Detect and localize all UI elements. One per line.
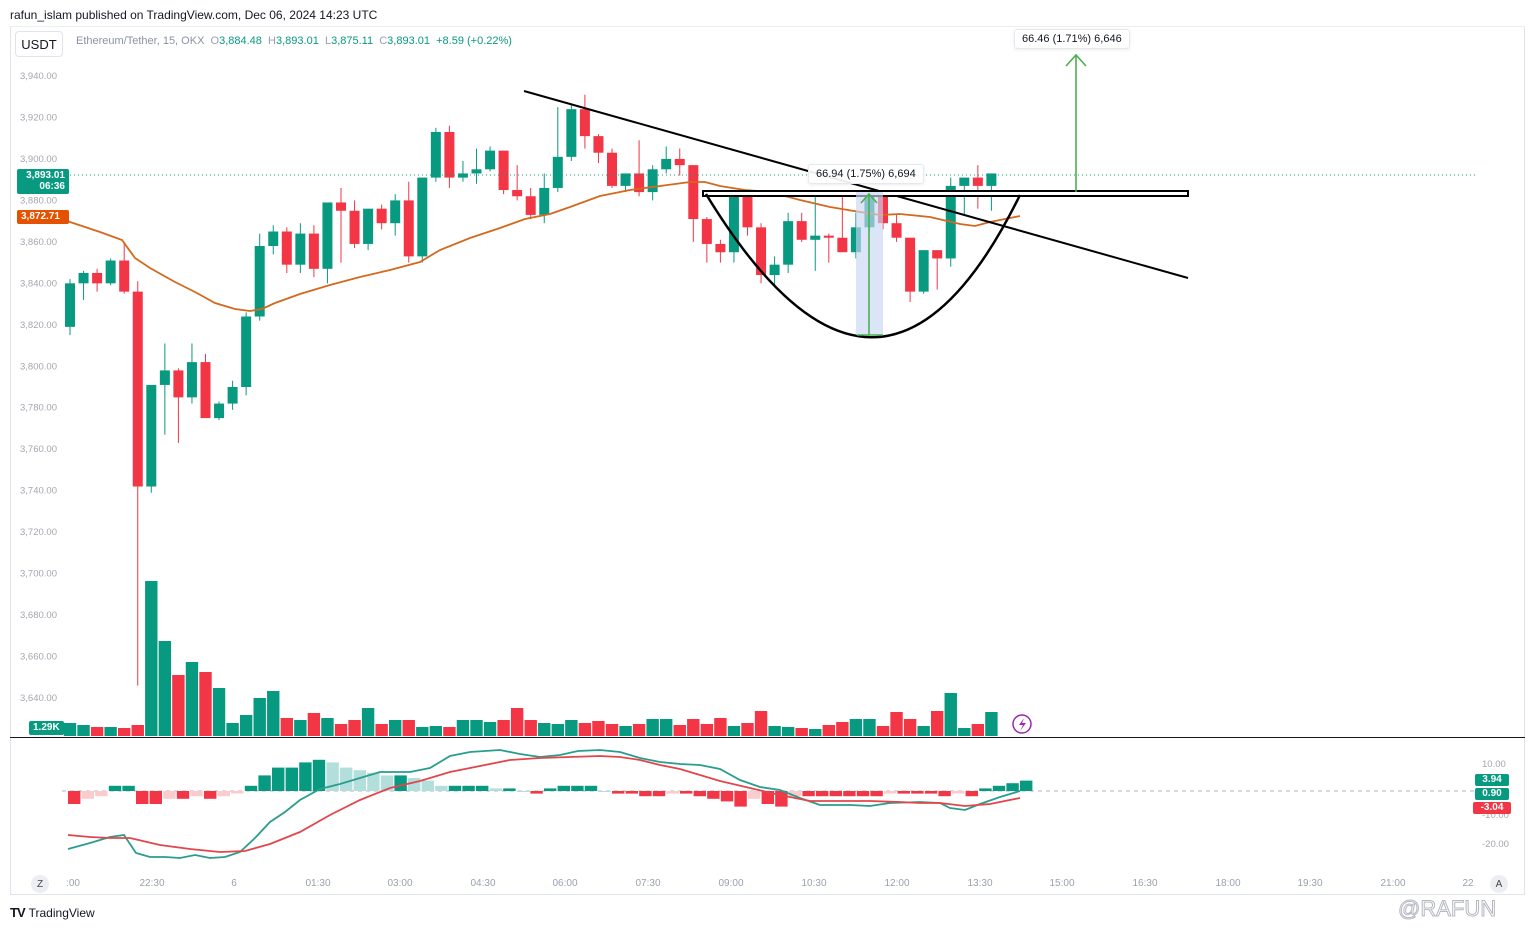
price-axis-label: 3,780.00 [20,403,57,414]
time-axis-label: 6 [231,878,237,889]
time-axis-label: 16:30 [1132,878,1158,889]
low-label: L [324,35,332,47]
high-value: 3,893.01 [276,35,319,47]
brand-name: TradingView [28,905,95,920]
auto-scale-button[interactable]: A [1490,875,1508,893]
alert-lightning-icon[interactable] [1012,714,1032,734]
time-axis-label: :00 [66,878,80,889]
close-label: C [379,35,388,47]
target-measure-label[interactable]: 66.46 (1.71%) 6,646 [1014,29,1130,49]
macd-value-pill: 3.94 [1475,774,1509,786]
macd-axis-label: -20.00 [1482,839,1509,850]
tradingview-logo-icon: TV [10,905,26,920]
price-axis-label: 3,900.00 [20,154,57,165]
descending-trendline[interactable] [523,90,1189,279]
time-axis-label: 10:30 [801,878,827,889]
price-axis-label: 3,740.00 [20,486,57,497]
publish-info: rafun_islam published on TradingView.com… [10,8,378,22]
signal-line [67,755,1021,853]
price-axis-label: 3,860.00 [20,237,57,248]
open-value: 3,884.48 [219,35,262,47]
price-axis-label: 3,760.00 [20,444,57,455]
time-axis-label: 04:30 [470,878,496,889]
high-label: H [268,35,276,47]
time-axis-label: 07:30 [635,878,661,889]
watermark: @RAFUN [1397,896,1497,922]
tradingview-brand[interactable]: TV TradingView [10,905,95,920]
bar-countdown: 06:36 [39,181,65,192]
chart-frame [10,26,1525,895]
signal-value-pill: -3.04 [1473,802,1511,814]
time-axis-label: 03:00 [387,878,413,889]
open-label: O [210,35,220,47]
time-axis-label: 01:30 [305,878,331,889]
macd-line [67,749,1021,859]
time-axis-label: 22 [1462,878,1474,889]
macd-axis-label: -10.00 [1482,810,1509,821]
volume-value-pill: 1.29K [29,721,64,735]
time-axis-label: 09:00 [718,878,744,889]
price-axis-label: 3,660.00 [20,652,57,663]
price-axis-label: 3,700.00 [20,569,57,580]
ma-value-pill: 3,872.71 [17,210,69,224]
time-axis-label: 19:30 [1297,878,1323,889]
time-axis-label: 12:00 [884,878,910,889]
price-axis-label: 3,940.00 [20,71,57,82]
price-axis-label: 3,640.00 [20,693,57,704]
currency-button[interactable]: USDT [15,31,63,57]
time-axis-label: 06:00 [552,878,578,889]
histogram-value-pill: 0.90 [1475,788,1509,800]
change-value: +8.59 (+0.22%) [436,35,512,47]
price-axis-label: 3,880.00 [20,195,57,206]
price-axis-label: 3,720.00 [20,527,57,538]
price-axis-label: 3,800.00 [20,361,57,372]
zoom-reset-button[interactable]: Z [31,875,49,893]
time-axis-label: 15:00 [1049,878,1075,889]
symbol-legend: Ethereum/Tether, 15, OKX O3,884.48 H3,89… [76,35,512,47]
symbol-name: Ethereum/Tether, 15, OKX [76,35,205,47]
time-axis-label: 13:30 [967,878,993,889]
time-axis-label: 18:00 [1215,878,1241,889]
price-axis-label: 3,680.00 [20,610,57,621]
macd-histogram [68,759,1033,807]
last-price-value: 3,893.01 [26,170,65,181]
cup-arc[interactable] [704,193,1022,339]
close-value: 3,893.01 [387,35,430,47]
price-axis-label: 3,820.00 [20,320,57,331]
macd-axis-label: 10.00 [1482,759,1506,770]
time-axis-label: 22:30 [139,878,165,889]
low-value: 3,875.11 [331,35,374,47]
neckline-rectangle[interactable] [702,190,1189,197]
time-axis-label: 21:00 [1380,878,1406,889]
cup-depth-measure-label[interactable]: 66.94 (1.75%) 6,694 [808,164,924,184]
volume-series [63,581,998,736]
price-axis-label: 3,840.00 [20,278,57,289]
price-axis-label: 3,920.00 [20,112,57,123]
last-price-pill: 3,893.01 06:36 [17,169,69,194]
